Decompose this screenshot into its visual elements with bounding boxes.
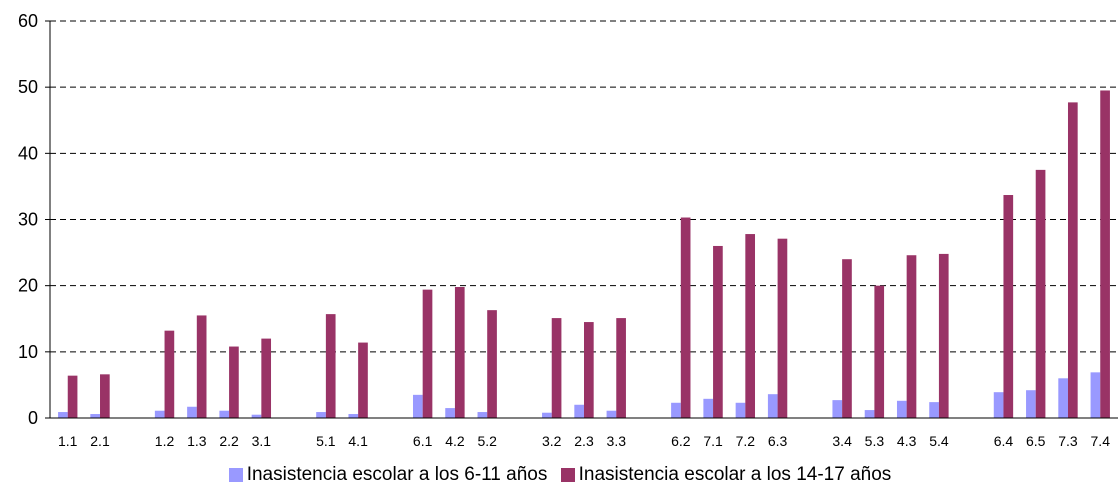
x-tick-label: 7.4	[1091, 433, 1111, 449]
x-tick-label: 6.3	[768, 433, 788, 449]
bar-14-17-1.3	[196, 315, 207, 418]
bar-6-11-1.3	[187, 406, 197, 418]
bar-14-17-5.2	[487, 310, 497, 418]
y-tick-label: 0	[28, 408, 38, 428]
bar-6-11-5.4	[929, 402, 939, 418]
legend: Inasistencia escolar a los 6-11 años Ina…	[0, 464, 1120, 488]
x-tick-label: 4.1	[348, 433, 368, 449]
bar-14-17-4.1	[358, 342, 368, 418]
x-tick-label: 5.1	[316, 433, 336, 449]
bar-14-17-3.3	[616, 318, 626, 418]
x-tick-label: 7.2	[736, 433, 756, 449]
y-tick-label: 60	[18, 11, 38, 31]
bar-14-17-3.2	[551, 318, 562, 418]
x-tick-label: 3.1	[252, 433, 272, 449]
bar-6-11-1.1	[58, 412, 68, 418]
bar-6-11-6.4	[993, 392, 1004, 418]
bar-6-11-7.4	[1090, 372, 1101, 418]
bar-6-11-5.1	[316, 412, 326, 418]
x-tick-label: 4.3	[897, 433, 917, 449]
bar-6-11-1.2	[154, 410, 165, 418]
y-tick-label: 20	[18, 276, 38, 296]
bar-14-17-4.3	[906, 255, 917, 418]
bar-14-17-5.3	[874, 285, 885, 418]
bar-14-17-5.4	[938, 253, 949, 418]
x-tick-label: 5.4	[929, 433, 949, 449]
bar-6-11-3.4	[832, 400, 843, 418]
y-tick-label: 30	[18, 210, 38, 230]
bar-6-11-2.3	[574, 404, 584, 418]
bar-6-11-6.2	[671, 402, 681, 418]
bar-chart: 0 10 20 30 40 50 60 1.1 2.1 1.2 1.3 2.2 3.1 5.1 4.1 6.…	[18, 11, 1118, 449]
bar-14-17-6.5	[1035, 169, 1046, 418]
legend-label-6-11: Inasistencia escolar a los 6-11 años	[246, 464, 548, 485]
bar-14-17-2.2	[229, 346, 239, 418]
bar-14-17-6.3	[777, 238, 788, 418]
gridlines	[50, 20, 1118, 353]
bar-14-17-4.2	[454, 286, 465, 418]
bar-14-17-6.2	[680, 217, 691, 418]
bar-14-17-7.4	[1100, 90, 1110, 418]
bar-14-17-1.2	[164, 330, 175, 418]
bar-14-17-2.3	[584, 322, 594, 418]
x-tick-label: 1.3	[187, 433, 207, 449]
legend-swatch-6-11	[228, 468, 243, 482]
bar-6-11-7.1	[703, 398, 714, 418]
x-tick-label: 1.2	[155, 433, 175, 449]
y-tick-label: 10	[18, 342, 38, 362]
x-tick-label: 2.3	[574, 433, 594, 449]
bar-6-11-3.1	[251, 414, 262, 418]
bar-6-11-6.5	[1026, 390, 1036, 418]
bar-6-11-2.2	[219, 410, 230, 418]
bar-6-11-7.2	[735, 402, 746, 418]
bar-14-17-3.4	[842, 259, 852, 418]
bar-6-11-6.1	[412, 394, 423, 418]
bar-14-17-1.1	[67, 375, 78, 418]
bar-14-17-6.4	[1003, 195, 1014, 418]
bar-14-17-5.1	[325, 314, 336, 418]
legend-item-6-11: Inasistencia escolar a los 6-11 años	[228, 464, 548, 486]
bar-6-11-4.1	[348, 414, 359, 418]
legend-label-14-17: Inasistencia escolar a los 14-17 años	[578, 464, 892, 485]
x-tick-label: 3.4	[832, 433, 852, 449]
x-tick-label: 3.3	[607, 433, 627, 449]
x-tick-label: 7.3	[1058, 433, 1078, 449]
x-tick-label: 5.3	[865, 433, 885, 449]
bar-6-11-3.3	[606, 410, 617, 418]
bar-6-11-4.2	[445, 408, 455, 418]
x-tick-label: 6.2	[671, 433, 691, 449]
x-tick-label: 6.1	[413, 433, 433, 449]
bar-14-17-7.2	[745, 234, 756, 418]
bar-6-11-3.2	[542, 412, 552, 418]
bar-6-11-5.3	[864, 410, 875, 418]
x-tick-labels: 1.1 2.1 1.2 1.3 2.2 3.1 5.1 4.1 6.1 4.2 5.2 3.2 2.3 3…	[58, 433, 1110, 449]
x-tick-label: 5.2	[477, 433, 497, 449]
bar-14-17-3.1	[261, 338, 272, 418]
bar-6-11-5.2	[477, 412, 488, 418]
bar-14-17-7.3	[1067, 102, 1078, 418]
y-tick-label: 40	[18, 143, 38, 163]
bar-6-11-4.3	[896, 400, 907, 418]
bar-14-17-2.1	[100, 374, 110, 418]
x-tick-label: 3.2	[542, 433, 562, 449]
x-tick-label: 4.2	[445, 433, 465, 449]
x-tick-label: 6.4	[994, 433, 1014, 449]
x-tick-label: 1.1	[58, 433, 78, 449]
bar-6-11-2.1	[90, 414, 101, 418]
y-tick-label: 50	[18, 77, 38, 97]
x-tick-label: 2.2	[219, 433, 239, 449]
bars	[58, 90, 1110, 418]
bar-6-11-6.3	[767, 394, 778, 418]
x-tick-label: 7.1	[703, 433, 723, 449]
legend-swatch-14-17	[560, 468, 575, 482]
bar-14-17-7.1	[713, 245, 723, 418]
y-tick-labels: 0 10 20 30 40 50 60	[18, 11, 50, 428]
bar-6-11-7.3	[1058, 378, 1068, 418]
bar-14-17-6.1	[422, 289, 433, 418]
x-tick-label: 2.1	[90, 433, 110, 449]
x-tick-label: 6.5	[1026, 433, 1046, 449]
legend-item-14-17: Inasistencia escolar a los 14-17 años	[560, 464, 892, 486]
